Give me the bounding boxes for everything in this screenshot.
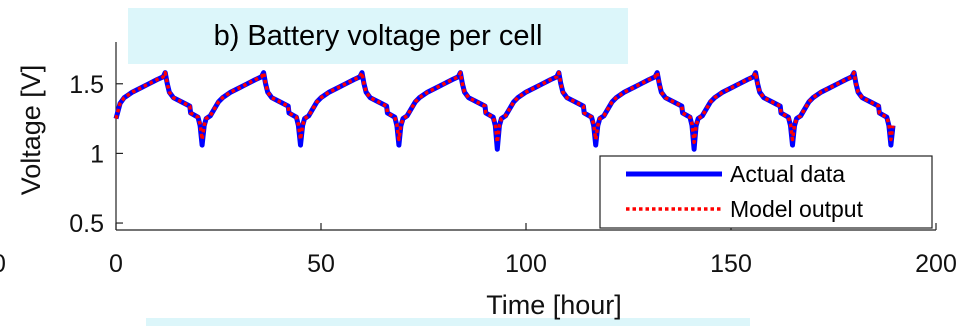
x-axis-label: Time [hour]	[486, 290, 622, 320]
series-line-model-output	[114, 70, 895, 145]
y-tick-label: 1	[90, 140, 104, 168]
y-tick-label: 0.5	[69, 210, 104, 238]
y-tick-label: 1.5	[69, 71, 104, 99]
x-tick-label: 150	[710, 250, 752, 278]
y-axis-label: Voltage [V]	[16, 65, 46, 196]
tick-labels: 0 50 100 150 200 0.5 1 1.5 0	[0, 71, 957, 278]
series-line-actual-data	[113, 70, 896, 152]
legend-label: Model output	[730, 196, 864, 222]
series-layer	[113, 70, 896, 152]
legend-box	[599, 155, 933, 229]
clipped-tick-label: 0	[0, 250, 6, 278]
x-tick-label: 100	[505, 250, 547, 278]
caption-box	[146, 318, 750, 326]
legend-label: Actual data	[730, 161, 845, 187]
chart-title: b) Battery voltage per cell	[128, 8, 628, 64]
x-tick-label: 50	[307, 250, 335, 278]
legend: Actual data Model output	[599, 155, 933, 229]
plot-axes	[115, 42, 937, 231]
x-tick-label: 200	[915, 250, 957, 278]
x-tick-label: 0	[109, 250, 123, 278]
